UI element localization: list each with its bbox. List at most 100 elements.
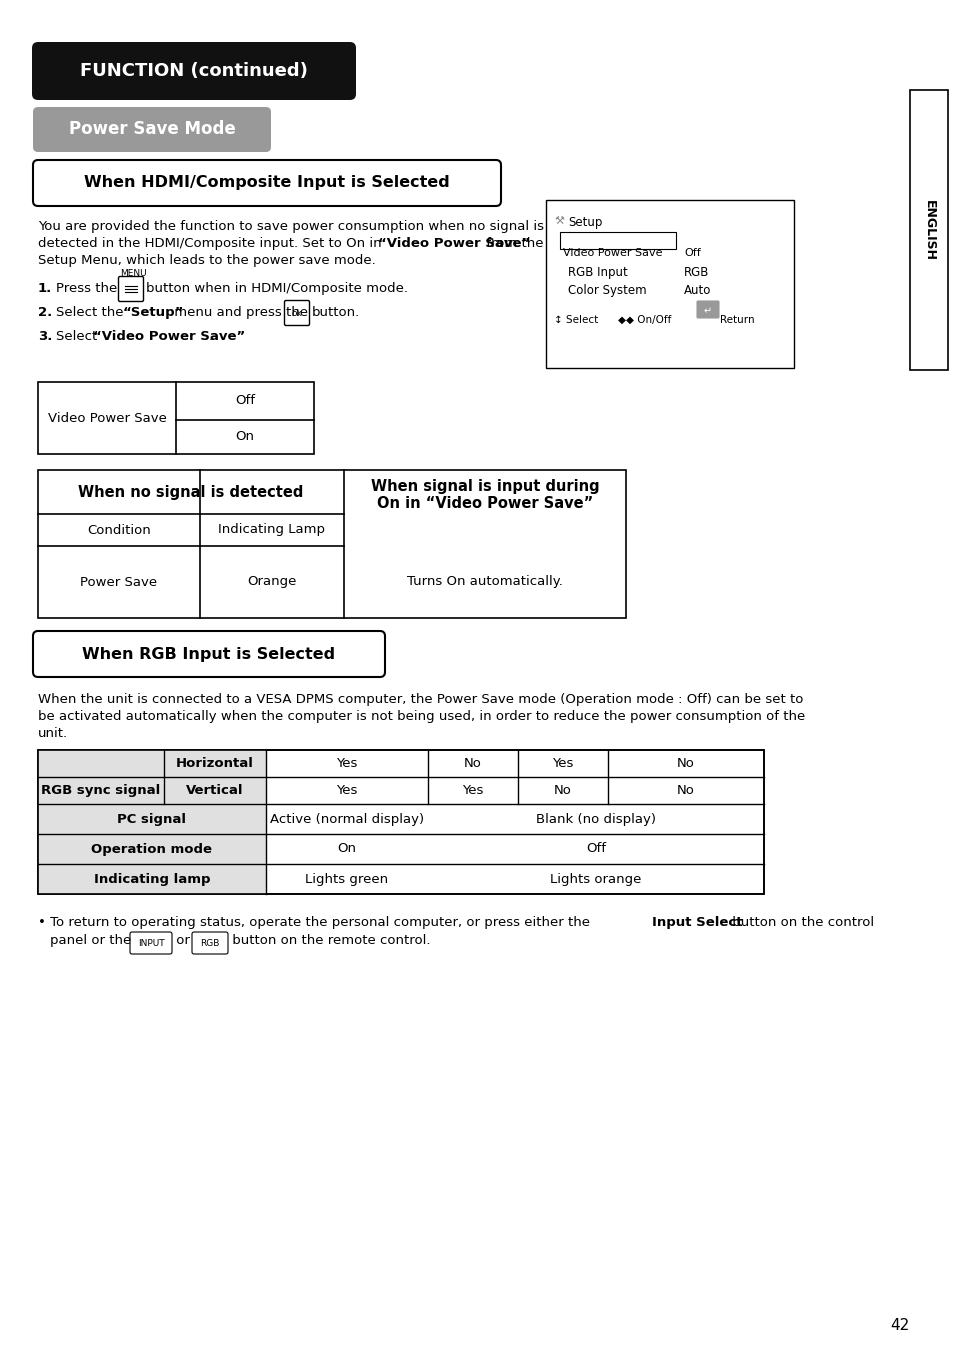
FancyBboxPatch shape	[118, 277, 143, 301]
Text: detected in the HDMI/Composite input. Set to On in: detected in the HDMI/Composite input. Se…	[38, 238, 385, 250]
Text: RGB Input: RGB Input	[567, 266, 627, 279]
Text: Vertical: Vertical	[186, 784, 244, 796]
Bar	[38, 382, 314, 454]
Text: Yes: Yes	[552, 757, 573, 769]
Text: On in “Video Power Save”: On in “Video Power Save”	[376, 497, 593, 512]
Text: Input Select: Input Select	[651, 917, 741, 929]
Text: Power Save Mode: Power Save Mode	[69, 120, 235, 139]
FancyBboxPatch shape	[33, 630, 385, 676]
Text: Horizontal: Horizontal	[176, 757, 253, 769]
Text: Setup Menu, which leads to the power save mode.: Setup Menu, which leads to the power sav…	[38, 254, 375, 267]
Text: MENU: MENU	[119, 269, 146, 278]
Text: be activated automatically when the computer is not being used, in order to redu: be activated automatically when the comp…	[38, 710, 804, 724]
FancyBboxPatch shape	[33, 107, 271, 153]
Text: panel or the: panel or the	[50, 934, 135, 946]
FancyBboxPatch shape	[284, 301, 309, 325]
Bar	[38, 805, 266, 834]
Text: RGB: RGB	[200, 940, 219, 949]
Text: ENGLISH: ENGLISH	[922, 200, 935, 261]
Text: When no signal is detected: When no signal is detected	[78, 485, 303, 500]
Text: RGB: RGB	[683, 266, 709, 279]
Bar	[909, 90, 947, 370]
Text: INPUT: INPUT	[137, 940, 164, 949]
FancyBboxPatch shape	[130, 931, 172, 954]
Text: from the: from the	[481, 238, 543, 250]
Text: button when in HDMI/Composite mode.: button when in HDMI/Composite mode.	[146, 282, 408, 296]
Text: No: No	[677, 784, 694, 796]
Text: “Video Power Save”: “Video Power Save”	[377, 238, 530, 250]
Bar	[164, 778, 266, 805]
Text: 1.: 1.	[38, 282, 52, 296]
Text: Indicating lamp: Indicating lamp	[93, 872, 210, 886]
Text: Video Power Save: Video Power Save	[562, 248, 661, 258]
Bar	[38, 834, 266, 864]
Text: Turns On automatically.: Turns On automatically.	[407, 575, 562, 589]
Text: 2.: 2.	[38, 306, 52, 319]
Text: No: No	[463, 757, 481, 769]
Text: On: On	[235, 431, 254, 444]
Text: FUNCTION (continued): FUNCTION (continued)	[80, 62, 308, 80]
Text: 3.: 3.	[38, 329, 52, 343]
Text: PC signal: PC signal	[117, 813, 186, 825]
Text: On: On	[337, 842, 356, 856]
Text: No: No	[554, 784, 572, 796]
Text: ◆◆ On/Off: ◆◆ On/Off	[618, 315, 671, 325]
Text: Condition: Condition	[87, 524, 151, 536]
Text: button on the control: button on the control	[727, 917, 873, 929]
Text: Power Save: Power Save	[80, 575, 157, 589]
Text: RGB sync signal: RGB sync signal	[41, 784, 160, 796]
Text: or: or	[172, 934, 193, 946]
FancyBboxPatch shape	[697, 301, 719, 319]
Text: Off: Off	[585, 842, 605, 856]
Text: menu and press the: menu and press the	[170, 306, 312, 319]
Text: No: No	[677, 757, 694, 769]
Text: ok: ok	[292, 309, 302, 317]
Text: When HDMI/Composite Input is Selected: When HDMI/Composite Input is Selected	[84, 176, 450, 190]
FancyBboxPatch shape	[192, 931, 228, 954]
Text: button.: button.	[312, 306, 360, 319]
Bar	[545, 200, 793, 369]
Text: Blank (no display): Blank (no display)	[536, 813, 656, 825]
Text: Return: Return	[720, 315, 754, 325]
Text: Lights orange: Lights orange	[550, 872, 641, 886]
Bar	[38, 864, 266, 894]
Text: Lights green: Lights green	[305, 872, 388, 886]
Text: Orange: Orange	[247, 575, 296, 589]
Text: When RGB Input is Selected: When RGB Input is Selected	[82, 647, 335, 662]
Bar	[164, 751, 266, 778]
Text: Video Power Save: Video Power Save	[48, 412, 166, 424]
Text: “Video Power Save”: “Video Power Save”	[92, 329, 245, 343]
Bar	[38, 751, 164, 805]
Text: When signal is input during: When signal is input during	[371, 478, 598, 494]
Text: Operation mode: Operation mode	[91, 842, 213, 856]
Text: “Setup”: “Setup”	[123, 306, 184, 319]
Text: Off: Off	[683, 248, 700, 258]
Text: Yes: Yes	[462, 784, 483, 796]
Text: Active (normal display): Active (normal display)	[270, 813, 424, 825]
Text: unit.: unit.	[38, 728, 68, 740]
FancyBboxPatch shape	[32, 42, 355, 100]
Text: ⚒: ⚒	[554, 216, 563, 225]
Bar	[38, 751, 763, 894]
Text: Color System: Color System	[567, 284, 646, 297]
Text: ↕ Select: ↕ Select	[554, 315, 598, 325]
Bar	[38, 470, 625, 618]
Text: Yes: Yes	[336, 784, 357, 796]
Text: Indicating Lamp: Indicating Lamp	[218, 524, 325, 536]
Text: Press the: Press the	[56, 282, 117, 296]
Text: ↵: ↵	[703, 306, 711, 316]
Text: Off: Off	[234, 394, 254, 408]
Text: Select: Select	[56, 329, 101, 343]
Text: When the unit is connected to a VESA DPMS computer, the Power Save mode (Operati: When the unit is connected to a VESA DPM…	[38, 693, 802, 706]
Text: button on the remote control.: button on the remote control.	[228, 934, 430, 946]
Text: 42: 42	[889, 1318, 908, 1332]
Text: Setup: Setup	[567, 216, 601, 230]
Text: Auto: Auto	[683, 284, 711, 297]
Text: • To return to operating status, operate the personal computer, or press either : • To return to operating status, operate…	[38, 917, 594, 929]
Bar	[38, 751, 763, 894]
FancyBboxPatch shape	[33, 161, 500, 207]
Text: .: .	[209, 329, 213, 343]
Text: You are provided the function to save power consumption when no signal is: You are provided the function to save po…	[38, 220, 543, 234]
Text: Yes: Yes	[336, 757, 357, 769]
Text: Select the: Select the	[56, 306, 128, 319]
